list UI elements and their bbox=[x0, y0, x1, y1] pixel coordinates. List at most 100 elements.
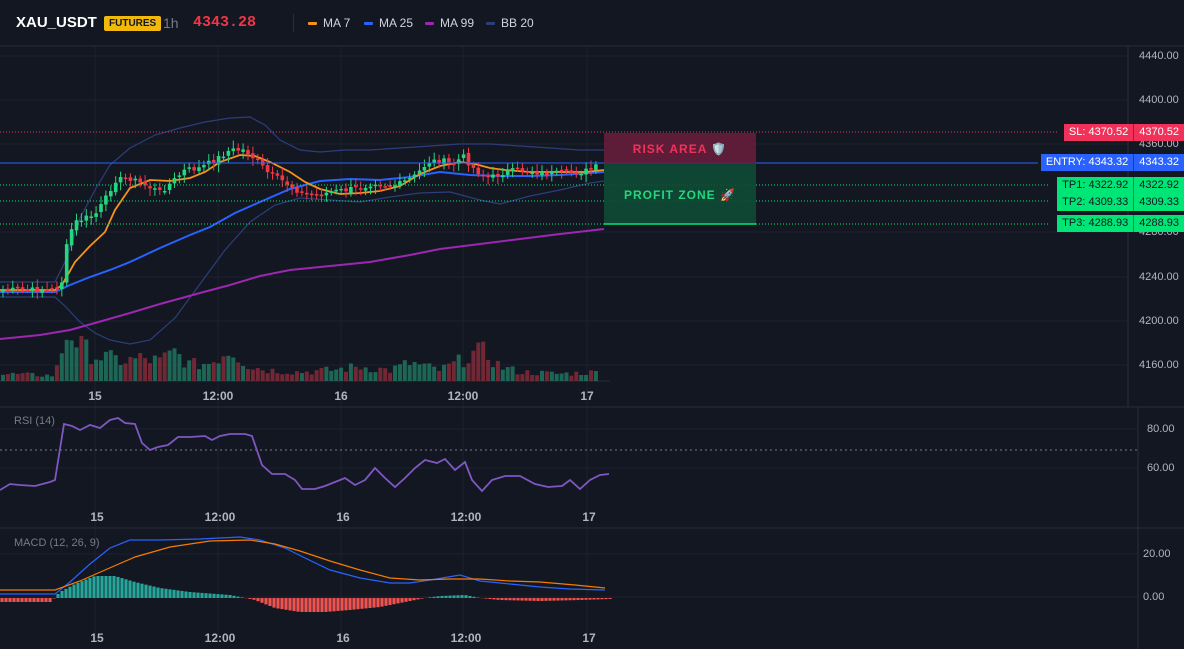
ma7-line bbox=[0, 154, 605, 291]
macd-histogram-bar bbox=[16, 598, 20, 602]
macd-histogram-bar bbox=[212, 593, 216, 598]
bb-lower-line bbox=[0, 180, 605, 345]
volume-bar bbox=[265, 373, 270, 381]
candle-body bbox=[550, 171, 554, 175]
macd-histogram-bar bbox=[572, 598, 576, 601]
volume-bar bbox=[255, 368, 260, 381]
volume-bar bbox=[510, 366, 515, 381]
macd-histogram-bar bbox=[516, 598, 520, 601]
candle-body bbox=[6, 288, 10, 291]
candle-body bbox=[167, 183, 172, 190]
volume-bar bbox=[491, 367, 495, 381]
macd-histogram-bar bbox=[536, 598, 540, 601]
chart-header: XAU_USDT FUTURES 1h 4343.28 MA 7 MA 25 M… bbox=[0, 0, 1184, 46]
candle-body bbox=[290, 184, 294, 188]
time-label: 17 bbox=[582, 510, 596, 524]
legend-ma99-label: MA 99 bbox=[440, 16, 475, 30]
volume-bar bbox=[89, 364, 94, 381]
macd-histogram-bar bbox=[188, 592, 192, 598]
macd-histogram-bar bbox=[260, 598, 264, 603]
macd-histogram-bar bbox=[140, 583, 144, 598]
macd-histogram-bar bbox=[44, 598, 48, 602]
volume-bar bbox=[118, 365, 123, 381]
candle-body bbox=[554, 170, 559, 173]
volume-bar bbox=[216, 363, 221, 381]
candle-body bbox=[241, 149, 245, 152]
tp1-label: TP1: 4322.92 bbox=[1062, 179, 1129, 191]
candle-body bbox=[35, 286, 40, 293]
candle-body bbox=[354, 185, 358, 188]
candle-body bbox=[226, 150, 231, 156]
macd-histogram-bar bbox=[376, 598, 380, 608]
rsi-title: RSI (14) bbox=[14, 415, 55, 427]
volume-bar bbox=[290, 374, 295, 381]
time-label: 16 bbox=[336, 510, 350, 524]
tp3-price-box[interactable]: TP3: 4288.93 4288.93 bbox=[1057, 215, 1184, 232]
macd-histogram-bar bbox=[352, 598, 356, 610]
volume-bar bbox=[461, 367, 466, 381]
volume-bar bbox=[481, 341, 486, 381]
macd-histogram-bar bbox=[340, 598, 344, 611]
entry-price-box[interactable]: ENTRY: 4343.32 4343.32 bbox=[1040, 154, 1184, 171]
volume-bar bbox=[35, 376, 40, 381]
legend-ma25[interactable]: MA 25 bbox=[364, 16, 413, 30]
candle-body bbox=[182, 169, 187, 176]
volume-bar bbox=[74, 347, 79, 381]
macd-histogram-bar bbox=[332, 598, 336, 612]
macd-histogram-bar bbox=[432, 596, 436, 598]
candle-body bbox=[256, 158, 260, 161]
macd-histogram-bar bbox=[28, 598, 32, 602]
legend-ma99[interactable]: MA 99 bbox=[425, 16, 474, 30]
macd-histogram-bar bbox=[380, 598, 384, 607]
sl-price-box[interactable]: SL: 4370.52 4370.52 bbox=[1063, 124, 1184, 141]
macd-histogram-bar bbox=[596, 598, 600, 600]
tp2-price-box[interactable]: TP2: 4309.33 4309.33 bbox=[1057, 194, 1184, 211]
volume-bar bbox=[84, 339, 89, 381]
rsi-tick: 80.00 bbox=[1147, 423, 1175, 435]
rsi-line bbox=[0, 417, 610, 493]
macd-histogram-bar bbox=[280, 598, 284, 610]
macd-histogram-bar bbox=[576, 598, 580, 601]
macd-histogram-bar bbox=[472, 596, 476, 598]
rsi-tick: 60.00 bbox=[1147, 462, 1175, 474]
macd-histogram-bar bbox=[248, 598, 252, 599]
candle-body bbox=[305, 192, 309, 195]
macd-histogram-bar bbox=[552, 598, 556, 601]
candle-body bbox=[236, 147, 240, 151]
header-divider bbox=[293, 14, 294, 32]
volume-bar bbox=[250, 369, 255, 381]
macd-histogram-bar bbox=[292, 598, 296, 612]
macd-histogram-bar bbox=[276, 598, 280, 609]
price-tick: 4200.00 bbox=[1139, 315, 1179, 327]
macd-histogram-bar bbox=[548, 598, 552, 601]
macd-histogram-bar bbox=[408, 598, 412, 601]
macd-histogram-bar bbox=[264, 598, 268, 605]
candle-body bbox=[138, 178, 142, 183]
symbol-name[interactable]: XAU_USDT bbox=[16, 14, 97, 31]
volume-bar bbox=[59, 353, 64, 381]
legend-ma7[interactable]: MA 7 bbox=[308, 16, 350, 30]
volume-bar bbox=[50, 376, 54, 381]
candle-body bbox=[251, 153, 255, 159]
candle-body bbox=[20, 287, 25, 290]
candle-body bbox=[432, 159, 436, 163]
macd-histogram-bar bbox=[296, 598, 300, 612]
volume-bar bbox=[344, 371, 348, 381]
ma25-swatch-icon bbox=[364, 21, 373, 25]
macd-histogram-bar bbox=[80, 581, 84, 598]
moving-averages bbox=[0, 154, 605, 340]
tp1-price-box[interactable]: TP1: 4322.92 4322.92 bbox=[1057, 177, 1184, 194]
macd-histogram-bar bbox=[96, 576, 100, 598]
candle-body bbox=[295, 187, 299, 193]
volume-bar bbox=[373, 372, 378, 381]
macd-histogram-bar bbox=[580, 598, 584, 600]
macd-histogram bbox=[0, 576, 612, 612]
time-label: 15 bbox=[88, 389, 102, 403]
bollinger-bands bbox=[0, 116, 605, 345]
macd-histogram-bar bbox=[216, 594, 220, 598]
legend-bb20[interactable]: BB 20 bbox=[486, 16, 534, 30]
macd-title: MACD (12, 26, 9) bbox=[14, 537, 100, 549]
timeframe-label[interactable]: 1h bbox=[163, 15, 179, 31]
candle-body bbox=[109, 191, 113, 197]
